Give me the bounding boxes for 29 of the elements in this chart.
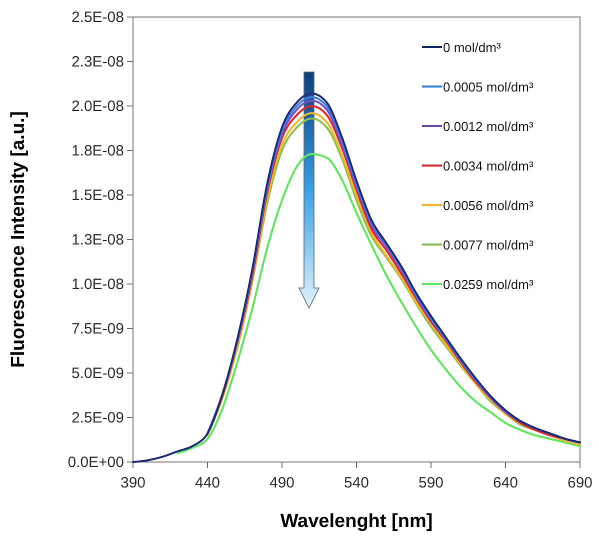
- y-tick-label: 1.3E-08: [71, 231, 124, 248]
- x-tick-label: 440: [194, 474, 220, 492]
- x-tick-label: 540: [344, 474, 370, 492]
- x-tick-label: 390: [120, 474, 146, 492]
- legend-label: 0.0259 mol/dm³: [443, 277, 534, 292]
- x-axis-title: Wavelenght [nm]: [280, 511, 433, 532]
- y-tick-label: 1.0E-08: [71, 276, 124, 293]
- x-tick-label: 590: [418, 474, 444, 492]
- y-tick-label: 2.0E-08: [71, 98, 124, 115]
- y-tick-label: 7.5E-09: [71, 320, 124, 338]
- legend-label: 0 mol/dm³: [443, 40, 502, 55]
- y-tick-label: 2.5E-08: [71, 8, 124, 26]
- legend-label: 0.0056 mol/dm³: [443, 198, 534, 213]
- legend-label: 0.0034 mol/dm³: [443, 158, 534, 174]
- legend-label: 0.0005 mol/dm³: [443, 80, 534, 94]
- line-series: [176, 153, 581, 454]
- y-tick-label: 0.0E+00: [68, 454, 124, 471]
- y-tick-label: 5.0E-09: [71, 364, 124, 382]
- x-tick-label: 640: [492, 474, 518, 492]
- x-tick-label: 490: [269, 474, 295, 492]
- legend-label: 0.0012 mol/dm³: [443, 119, 534, 134]
- y-tick-label: 1.5E-08: [71, 186, 124, 204]
- y-axis-title: Fluorescence Intensity [a.u.]: [8, 111, 29, 368]
- y-tick-label: 2.3E-08: [71, 53, 124, 70]
- x-tick-label: 690: [567, 474, 593, 492]
- y-tick-label: 1.8E-08: [71, 142, 124, 160]
- legend-label: 0.0077 mol/dm³: [443, 238, 534, 252]
- y-tick-label: 2.5E-09: [71, 409, 124, 426]
- line-series: [132, 92, 581, 463]
